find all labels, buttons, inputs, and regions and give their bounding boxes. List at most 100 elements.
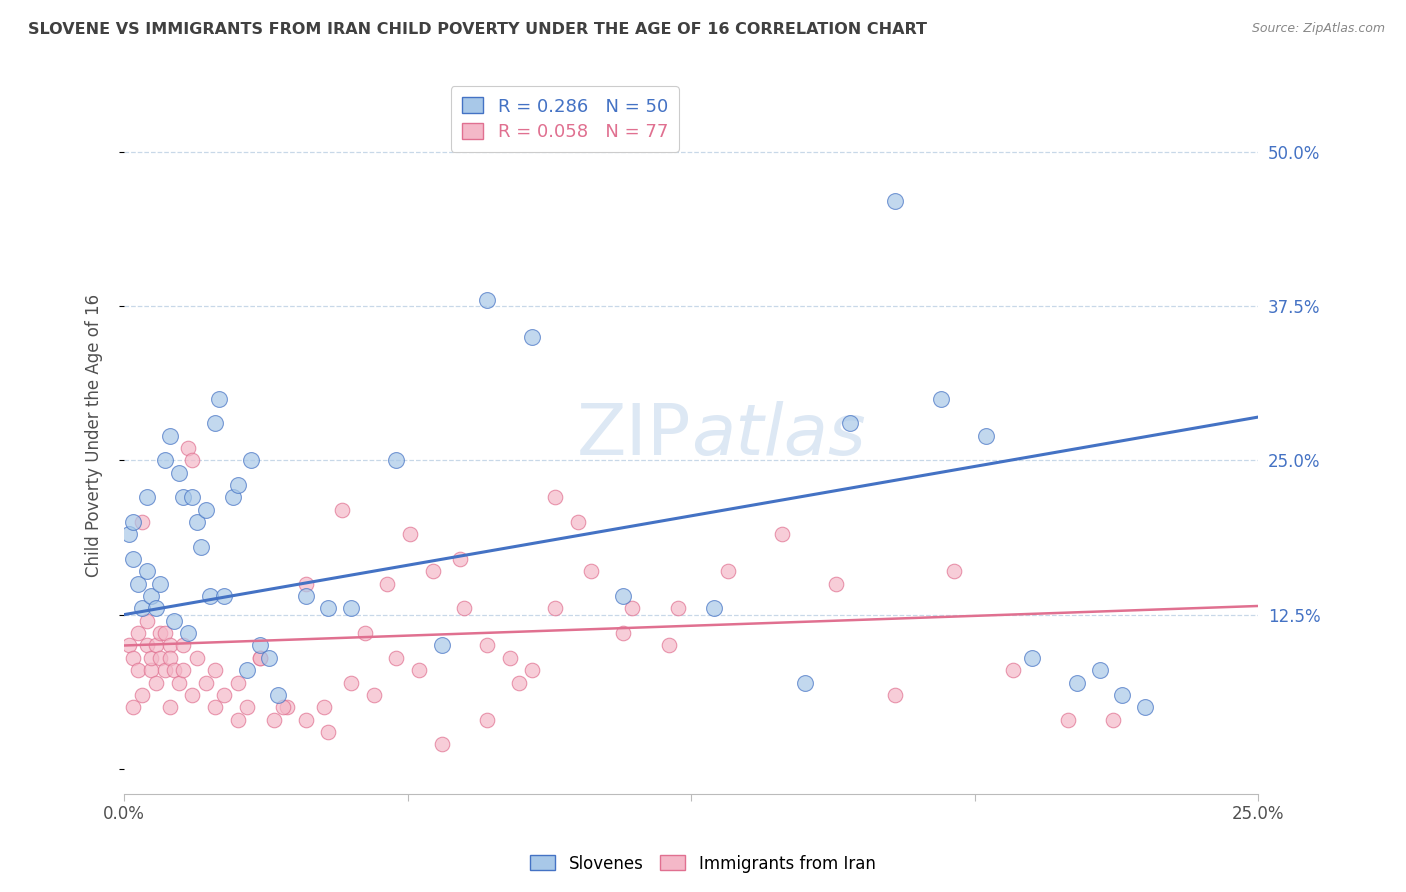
Point	[163, 663, 186, 677]
Point	[149, 576, 172, 591]
Point	[430, 639, 453, 653]
Point	[1088, 663, 1111, 677]
Point	[181, 688, 204, 702]
Point	[159, 700, 181, 714]
Point	[240, 453, 263, 467]
Point	[703, 601, 725, 615]
Point	[122, 700, 145, 714]
Point	[235, 663, 257, 677]
Point	[159, 428, 181, 442]
Point	[118, 639, 141, 653]
Point	[294, 576, 316, 591]
Point	[499, 650, 522, 665]
Point	[226, 713, 249, 727]
Point	[159, 650, 181, 665]
Point	[974, 428, 997, 442]
Point	[475, 639, 498, 653]
Point	[1102, 713, 1125, 727]
Point	[235, 700, 257, 714]
Point	[1021, 650, 1043, 665]
Point	[1066, 675, 1088, 690]
Point	[149, 626, 172, 640]
Point	[276, 700, 298, 714]
Point	[176, 441, 198, 455]
Point	[316, 601, 339, 615]
Point	[172, 639, 194, 653]
Point	[127, 576, 149, 591]
Point	[422, 565, 444, 579]
Point	[330, 502, 353, 516]
Point	[658, 639, 681, 653]
Point	[118, 527, 141, 541]
Point	[884, 688, 907, 702]
Point	[135, 614, 157, 628]
Point	[612, 626, 634, 640]
Point	[131, 515, 153, 529]
Point	[929, 392, 952, 406]
Point	[453, 601, 475, 615]
Point	[153, 626, 176, 640]
Point	[884, 194, 907, 208]
Point	[249, 650, 271, 665]
Point	[385, 453, 408, 467]
Point	[839, 416, 862, 430]
Point	[145, 601, 167, 615]
Point	[793, 675, 815, 690]
Point	[1111, 688, 1133, 702]
Point	[825, 576, 848, 591]
Point	[544, 491, 567, 505]
Point	[353, 626, 375, 640]
Point	[153, 453, 176, 467]
Point	[226, 675, 249, 690]
Point	[375, 576, 398, 591]
Point	[131, 601, 153, 615]
Point	[1002, 663, 1025, 677]
Text: SLOVENE VS IMMIGRANTS FROM IRAN CHILD POVERTY UNDER THE AGE OF 16 CORRELATION CH: SLOVENE VS IMMIGRANTS FROM IRAN CHILD PO…	[28, 22, 927, 37]
Point	[127, 626, 149, 640]
Point	[716, 565, 738, 579]
Point	[612, 589, 634, 603]
Point	[294, 713, 316, 727]
Point	[294, 589, 316, 603]
Text: ZIP: ZIP	[576, 401, 692, 470]
Point	[141, 650, 163, 665]
Point	[190, 540, 212, 554]
Point	[340, 601, 363, 615]
Point	[176, 626, 198, 640]
Point	[167, 466, 190, 480]
Point	[181, 453, 204, 467]
Point	[263, 713, 285, 727]
Text: atlas: atlas	[692, 401, 866, 470]
Point	[122, 515, 145, 529]
Point	[186, 650, 208, 665]
Point	[172, 663, 194, 677]
Point	[141, 663, 163, 677]
Point	[204, 416, 226, 430]
Point	[581, 565, 603, 579]
Legend: R = 0.286   N = 50, R = 0.058   N = 77: R = 0.286 N = 50, R = 0.058 N = 77	[451, 87, 679, 152]
Point	[200, 589, 222, 603]
Point	[271, 700, 294, 714]
Point	[135, 565, 157, 579]
Point	[544, 601, 567, 615]
Point	[149, 650, 172, 665]
Point	[122, 552, 145, 566]
Point	[259, 650, 281, 665]
Point	[522, 330, 544, 344]
Point	[363, 688, 385, 702]
Point	[145, 675, 167, 690]
Point	[159, 639, 181, 653]
Point	[385, 650, 408, 665]
Point	[475, 713, 498, 727]
Point	[135, 639, 157, 653]
Point	[194, 675, 217, 690]
Point	[316, 725, 339, 739]
Point	[212, 589, 235, 603]
Point	[1056, 713, 1078, 727]
Point	[449, 552, 471, 566]
Point	[222, 491, 245, 505]
Point	[153, 663, 176, 677]
Point	[208, 392, 231, 406]
Point	[212, 688, 235, 702]
Point	[1133, 700, 1156, 714]
